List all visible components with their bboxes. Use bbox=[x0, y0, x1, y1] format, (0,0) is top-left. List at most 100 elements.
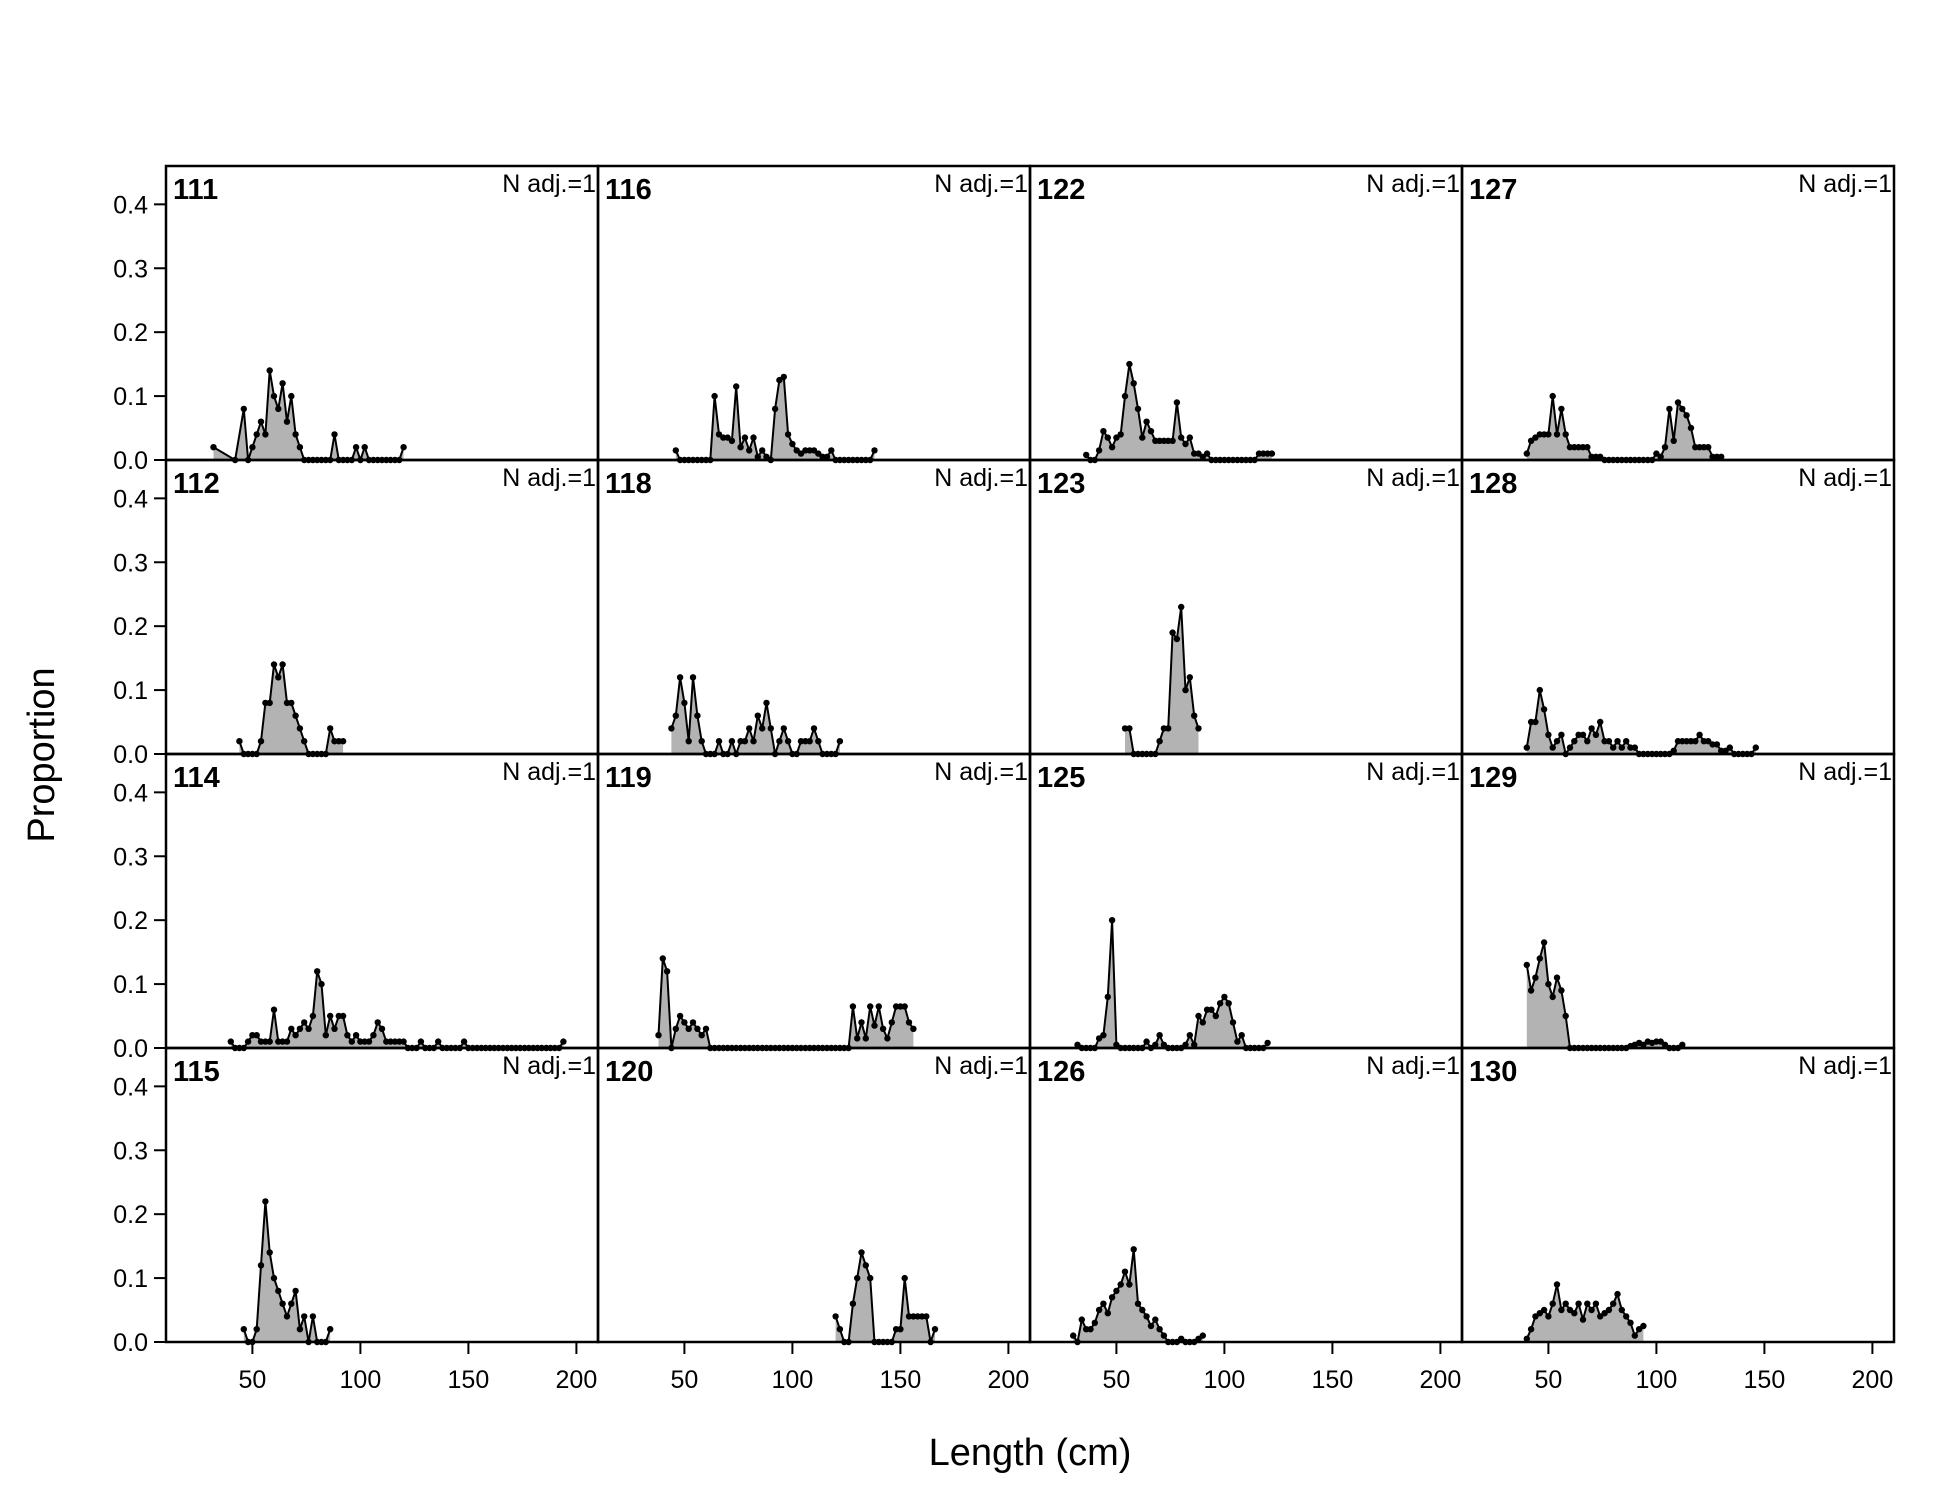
data-point-128-16 bbox=[1592, 731, 1600, 738]
data-point-123-14 bbox=[1182, 686, 1189, 694]
data-point-122-11 bbox=[1130, 380, 1137, 387]
data-point-128-2 bbox=[1532, 718, 1539, 726]
data-point-128-22 bbox=[1618, 744, 1626, 751]
data-point-118-3 bbox=[681, 699, 688, 707]
n-adj-label-125: N adj.=1 bbox=[1366, 758, 1460, 786]
n-adj-label-111: N adj.=1 bbox=[502, 170, 596, 198]
data-point-125-37 bbox=[1234, 1038, 1241, 1045]
data-point-123-13 bbox=[1178, 603, 1185, 611]
data-point-126-9 bbox=[1108, 1294, 1116, 1301]
data-point-118-2 bbox=[676, 674, 684, 681]
panel-128: 128 N adj.=1 bbox=[1460, 458, 1896, 758]
data-point-114-33 bbox=[370, 1032, 377, 1039]
y-tick-label-112-0: 0.0 bbox=[113, 741, 148, 769]
data-point-126-5 bbox=[1091, 1319, 1099, 1327]
data-point-116-9 bbox=[711, 392, 718, 400]
panel-label-112: 112 bbox=[173, 468, 220, 500]
data-point-114-16 bbox=[296, 1025, 304, 1033]
data-point-123-12 bbox=[1173, 635, 1181, 643]
data-point-111-4 bbox=[249, 444, 256, 451]
data-point-119-48 bbox=[862, 1035, 869, 1042]
data-point-114-21 bbox=[318, 980, 325, 988]
area-fill-112 bbox=[239, 664, 344, 754]
data-point-115-13 bbox=[296, 1326, 304, 1333]
data-point-129-9 bbox=[1562, 1012, 1569, 1020]
data-point-127-36 bbox=[1679, 405, 1686, 413]
data-point-118-0 bbox=[668, 725, 675, 732]
data-point-114-6 bbox=[253, 1032, 260, 1039]
panel-label-127: 127 bbox=[1469, 174, 1517, 206]
data-point-112-12 bbox=[288, 699, 295, 707]
data-point-130-14 bbox=[1584, 1300, 1591, 1307]
n-adj-label-112: N adj.=1 bbox=[502, 464, 596, 492]
data-point-128-14 bbox=[1584, 738, 1591, 745]
panel-frame-112 bbox=[164, 458, 600, 756]
data-point-115-16 bbox=[309, 1313, 317, 1320]
data-point-118-6 bbox=[694, 712, 701, 719]
area-fill-119 bbox=[658, 958, 914, 1048]
data-point-129-2 bbox=[1532, 974, 1539, 981]
data-point-118-5 bbox=[689, 674, 697, 681]
data-point-127-17 bbox=[1597, 453, 1604, 460]
data-point-114-29 bbox=[352, 1032, 360, 1039]
panel-label-126: 126 bbox=[1037, 1056, 1085, 1088]
panel-122: 122 N adj.=1 bbox=[1028, 164, 1464, 464]
data-point-125-31 bbox=[1208, 1006, 1215, 1013]
data-point-130-1 bbox=[1527, 1326, 1535, 1333]
panel-frame-111 bbox=[164, 164, 600, 462]
x-tick-label-126-1: 100 bbox=[1204, 1366, 1246, 1394]
data-point-118-11 bbox=[715, 738, 723, 745]
data-point-128-25 bbox=[1631, 744, 1639, 751]
data-point-128-11 bbox=[1571, 738, 1578, 745]
y-tick-label-114-3: 0.3 bbox=[113, 843, 148, 871]
data-point-130-22 bbox=[1618, 1306, 1626, 1314]
data-point-118-27 bbox=[784, 738, 792, 745]
data-point-125-19 bbox=[1156, 1032, 1163, 1039]
x-tick-label-115-2: 150 bbox=[448, 1366, 490, 1394]
data-point-123-11 bbox=[1169, 629, 1176, 636]
data-point-111-30 bbox=[361, 444, 368, 451]
data-point-116-18 bbox=[750, 434, 757, 441]
data-point-120-7 bbox=[862, 1262, 869, 1269]
data-point-127-32 bbox=[1661, 444, 1669, 451]
data-point-123-15 bbox=[1186, 674, 1194, 681]
data-point-114-9 bbox=[266, 1038, 273, 1045]
data-point-129-6 bbox=[1549, 993, 1556, 1001]
data-point-118-1 bbox=[672, 712, 679, 719]
data-point-127-5 bbox=[1545, 431, 1552, 438]
data-point-130-4 bbox=[1540, 1306, 1548, 1314]
data-point-130-6 bbox=[1549, 1300, 1556, 1307]
panel-frame-115 bbox=[164, 1046, 600, 1344]
data-point-122-5 bbox=[1104, 434, 1112, 441]
panel-frame-120 bbox=[596, 1046, 1032, 1344]
y-tick-label-114-1: 0.1 bbox=[113, 971, 148, 999]
data-point-126-11 bbox=[1117, 1281, 1124, 1288]
data-point-128-4 bbox=[1540, 706, 1548, 713]
data-point-120-21 bbox=[923, 1313, 930, 1320]
data-point-116-26 bbox=[784, 431, 792, 438]
data-point-126-17 bbox=[1143, 1313, 1150, 1320]
data-point-115-20 bbox=[327, 1326, 334, 1333]
data-point-119-49 bbox=[867, 1003, 874, 1010]
data-point-119-6 bbox=[681, 1019, 688, 1026]
data-point-125-27 bbox=[1191, 1041, 1198, 1049]
data-point-118-26 bbox=[780, 725, 787, 732]
data-point-118-17 bbox=[741, 738, 749, 745]
panel-111: 111 N adj.=1 0.0 0.1 0.2 0.3 0.4 bbox=[113, 164, 600, 475]
data-point-112-10 bbox=[279, 661, 286, 668]
data-point-114-77 bbox=[560, 1038, 567, 1045]
x-tick-label-130-0: 50 bbox=[1534, 1366, 1562, 1394]
data-point-128-34 bbox=[1670, 747, 1677, 754]
x-tick-label-115-0: 50 bbox=[238, 1366, 266, 1394]
data-point-130-12 bbox=[1575, 1300, 1582, 1307]
data-point-112-14 bbox=[296, 725, 304, 732]
y-tick-label-114-2: 0.2 bbox=[113, 907, 148, 935]
data-point-127-0 bbox=[1523, 450, 1531, 457]
data-point-119-10 bbox=[698, 1032, 705, 1039]
data-point-127-34 bbox=[1670, 437, 1677, 444]
panel-frame-128 bbox=[1460, 458, 1896, 756]
panel-123: 123 N adj.=1 bbox=[1028, 458, 1464, 758]
data-point-130-13 bbox=[1579, 1316, 1587, 1323]
data-point-118-34 bbox=[815, 738, 822, 745]
